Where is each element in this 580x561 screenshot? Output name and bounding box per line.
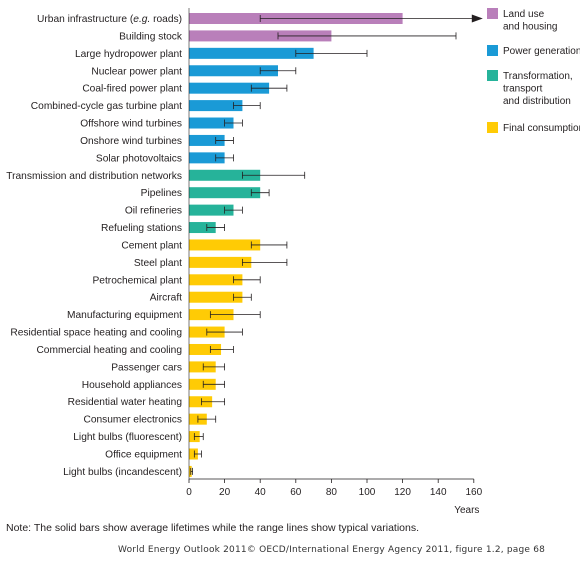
bar (189, 396, 213, 408)
category-label: Petrochemical plant (93, 275, 183, 286)
bar (189, 274, 243, 286)
category-label: Refueling stations (101, 223, 182, 234)
legend: Land use and housing Power generation Trans… (487, 8, 580, 134)
category-label: Pipelines (141, 188, 182, 199)
category-label: Onshore wind turbines (80, 136, 182, 147)
bar (189, 169, 261, 181)
x-tick-label: 160 (465, 487, 482, 498)
bar (189, 187, 261, 199)
category-label: Manufacturing equipment (67, 310, 182, 321)
x-tick-label: 80 (326, 487, 338, 498)
bar (189, 448, 198, 460)
legend-label: and distribution (503, 96, 571, 107)
category-label: Nuclear power plant (91, 66, 182, 77)
category-label-part: e.g. (133, 14, 150, 25)
x-tick-label: 0 (186, 487, 192, 498)
bar (189, 256, 252, 268)
bar (189, 30, 332, 42)
bar (189, 65, 278, 77)
category-label: Large hydropower plant (75, 49, 182, 60)
category-label: Residential space heating and cooling (10, 328, 182, 339)
category-label: Office equipment (105, 450, 182, 461)
category-label-part: roads) (150, 14, 182, 25)
category-label: Light bulbs (incandescent) (63, 467, 182, 478)
chart-note: Note: The solid bars show average lifeti… (6, 522, 420, 534)
bar (189, 343, 222, 355)
legend-label: Final consumption (503, 123, 580, 134)
category-label: Aircraft (150, 293, 182, 304)
x-axis: 0 20 40 60 80 100 120 140 160 Years (186, 8, 483, 516)
legend-label: Land use (503, 9, 545, 20)
legend-swatch (487, 8, 498, 19)
legend-label: and housing (503, 22, 558, 33)
category-label: Oil refineries (125, 206, 182, 217)
category-label: Light bulbs (fluorescent) (73, 432, 182, 443)
bars-layer (189, 13, 403, 477)
range-arrow (471, 14, 483, 23)
x-tick-label: 40 (255, 487, 267, 498)
category-label: Transmission and distribution networks (6, 171, 182, 182)
bar (189, 222, 216, 234)
x-tick-label: 60 (290, 487, 302, 498)
bar (189, 152, 225, 164)
category-label: Solar photovoltaics (96, 153, 182, 164)
category-label: Household appliances (82, 380, 182, 391)
x-tick-label: 100 (359, 487, 376, 498)
legend-label: Transformation, (503, 71, 573, 82)
category-label: Cement plant (121, 240, 182, 251)
x-tick-label: 120 (394, 487, 411, 498)
category-label: Residential water heating (68, 397, 183, 408)
category-labels: Urban infrastructure (e.g. roads) Buildin… (6, 14, 183, 478)
bar (189, 100, 243, 112)
range-lines-layer (190, 14, 483, 475)
category-label: Combined-cycle gas turbine plant (31, 101, 182, 112)
category-label: Consumer electronics (83, 415, 182, 426)
category-label: Commercial heating and cooling (36, 345, 182, 356)
source-citation: World Energy Outlook 2011© OECD/Internat… (118, 545, 546, 555)
legend-label: Power generation (503, 46, 580, 57)
category-label: Steel plant (134, 258, 182, 269)
x-axis-label: Years (454, 505, 479, 516)
category-label: Building stock (119, 31, 183, 42)
x-tick-label: 140 (430, 487, 447, 498)
category-label: Offshore wind turbines (80, 119, 182, 130)
bar (189, 361, 216, 373)
bar (189, 465, 192, 477)
bar (189, 291, 243, 303)
bar (189, 239, 261, 251)
bar (189, 204, 234, 216)
x-tick-label: 20 (219, 487, 231, 498)
bar (189, 82, 270, 94)
bar (189, 378, 216, 390)
legend-label: transport (503, 84, 543, 95)
category-label: Coal-fired power plant (82, 84, 182, 95)
bar (189, 117, 234, 129)
category-label: Urban infrastructure (e.g. roads) (37, 14, 182, 25)
bar (189, 47, 314, 59)
category-label-part: Urban infrastructure ( (37, 14, 134, 25)
legend-swatch (487, 70, 498, 81)
category-label: Passenger cars (111, 362, 182, 373)
legend-swatch (487, 122, 498, 133)
bar (189, 134, 225, 146)
legend-swatch (487, 45, 498, 56)
